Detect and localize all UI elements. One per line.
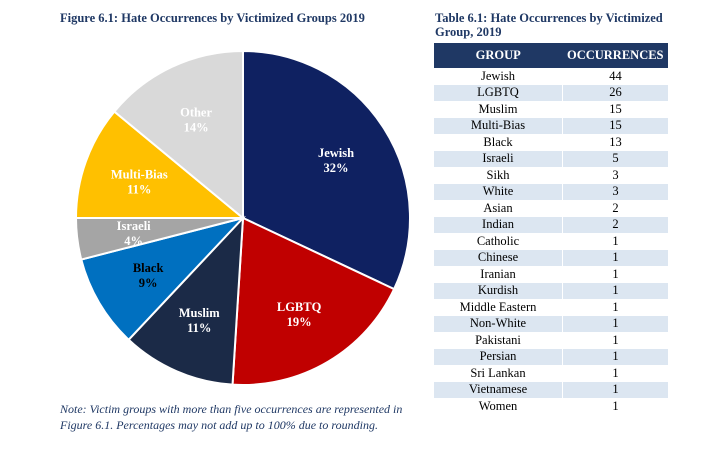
cell-occurrences: 1 <box>562 249 668 266</box>
cell-group: Muslim <box>434 101 563 118</box>
cell-occurrences: 1 <box>562 315 668 332</box>
table-header-row: GROUP OCCURRENCES <box>434 43 668 68</box>
cell-occurrences: 1 <box>612 365 619 380</box>
table-row: Pakistani 1 <box>434 332 668 349</box>
slice-label: Black 9% <box>133 261 164 290</box>
pie-chart: Jewish 32%LGBTQ 19%Muslim 11%Black 9%Israeli… <box>74 49 411 386</box>
table-row: White 3 <box>434 183 668 200</box>
cell-group: Pakistani <box>434 332 563 349</box>
table-row: Catholic 1 <box>434 233 668 250</box>
cell-occurrences: 5 <box>562 150 668 167</box>
slice-label: Israeli 4% <box>117 219 152 248</box>
slice-name-label: Jewish <box>318 146 354 160</box>
slice-name-label: Israeli <box>117 219 152 233</box>
cell-group: Jewish <box>434 68 563 85</box>
table-row: Muslim 15 <box>434 101 668 118</box>
cell-group: Sri Lankan <box>434 365 563 382</box>
cell-group: Middle Eastern <box>434 299 563 316</box>
cell-occurrences: 3 <box>612 167 619 182</box>
occurrences-table: GROUP OCCURRENCES Jewish 44 LGBTQ 26 Muslim 1… <box>434 43 668 415</box>
cell-occurrences: 1 <box>612 398 619 413</box>
pie-slice-multi-bias <box>74 110 246 219</box>
cell-group: Sikh <box>434 167 563 184</box>
slice-percent-label: 11% <box>127 183 151 197</box>
cell-occurrences: 1 <box>612 266 619 281</box>
table-row: Non-White 1 <box>434 315 668 332</box>
pie-slice-black <box>80 216 247 342</box>
cell-group: Indian <box>434 216 563 233</box>
slice-name-label: Black <box>133 261 164 275</box>
cell-group: LGBTQ <box>434 84 563 101</box>
cell-group: Catholic <box>434 233 563 250</box>
slice-label: LGBTQ 19% <box>277 300 322 329</box>
cell-group: Chinese <box>434 249 563 266</box>
cell-occurrences: 15 <box>609 101 622 116</box>
table-row: Sikh 3 <box>434 167 668 184</box>
table-row: Indian 2 <box>434 216 668 233</box>
slice-percent-label: 19% <box>287 315 312 329</box>
cell-occurrences: 44 <box>609 68 622 83</box>
slice-percent-label: 9% <box>139 276 158 290</box>
cell-occurrences: 26 <box>562 84 668 101</box>
slice-label: Muslim 11% <box>179 306 221 335</box>
figure-note: Note: Victim groups with more than five … <box>60 402 403 432</box>
table-row: Chinese 1 <box>434 249 668 266</box>
table-row: Israeli 5 <box>434 150 668 167</box>
cell-occurrences: 2 <box>562 216 668 233</box>
table-row: Iranian 1 <box>434 266 668 283</box>
table-row: Kurdish 1 <box>434 282 668 299</box>
cell-occurrences: 1 <box>562 381 668 398</box>
cell-group: Vietnamese <box>434 381 563 398</box>
cell-group: Multi-Bias <box>434 117 563 134</box>
slice-name-label: Muslim <box>179 306 221 320</box>
cell-occurrences: 2 <box>612 200 619 215</box>
pie-slice-muslim <box>127 215 245 386</box>
pie-slice-other <box>112 49 244 221</box>
slice-name-label: Other <box>180 105 212 119</box>
cell-occurrences: 13 <box>609 134 622 149</box>
cell-occurrences: 15 <box>562 117 668 134</box>
column-header-occurrences: OCCURRENCES <box>562 43 668 68</box>
slice-percent-label: 32% <box>324 161 349 175</box>
slice-label: Multi-Bias 11% <box>111 168 168 197</box>
cell-group: White <box>434 183 563 200</box>
table-row: Vietnamese 1 <box>434 381 668 398</box>
cell-occurrences: 1 <box>612 233 619 248</box>
slice-label: Jewish 32% <box>318 146 354 175</box>
cell-group: Non-White <box>434 315 563 332</box>
slice-label: Other 14% <box>180 105 212 134</box>
cell-occurrences: 3 <box>562 183 668 200</box>
cell-group: Kurdish <box>434 282 563 299</box>
table-row: Persian 1 <box>434 348 668 365</box>
table-row: Sri Lankan 1 <box>434 365 668 382</box>
table-row: Asian 2 <box>434 200 668 217</box>
table-row: Black 13 <box>434 134 668 151</box>
cell-occurrences: 1 <box>612 332 619 347</box>
table-title: Table 6.1: Hate Occurrences by Victimize… <box>435 11 663 39</box>
pie-slice-jewish <box>242 49 411 291</box>
figure-title: Figure 6.1: Hate Occurrences by Victimiz… <box>60 11 365 25</box>
cell-group: Iranian <box>434 266 563 283</box>
table-body: Jewish 44 LGBTQ 26 Muslim 15 Multi-Bias 15 Black… <box>434 68 668 415</box>
column-header-group: GROUP <box>434 43 563 68</box>
slice-percent-label: 4% <box>124 234 143 248</box>
table-row: Middle Eastern 1 <box>434 299 668 316</box>
table-row: Women 1 <box>434 398 668 415</box>
cell-group: Israeli <box>434 150 563 167</box>
cell-occurrences: 1 <box>562 282 668 299</box>
cell-occurrences: 1 <box>612 299 619 314</box>
table-row: Multi-Bias 15 <box>434 117 668 134</box>
slice-name-label: LGBTQ <box>277 300 322 314</box>
table-row: Jewish 44 <box>434 68 668 85</box>
cell-occurrences: 1 <box>562 348 668 365</box>
cell-group: Women <box>434 398 563 415</box>
slice-percent-label: 14% <box>184 120 209 134</box>
pie-slice-lgbtq <box>231 216 396 386</box>
cell-group: Asian <box>434 200 563 217</box>
slice-name-label: Multi-Bias <box>111 168 168 182</box>
slice-percent-label: 11% <box>187 321 211 335</box>
cell-group: Black <box>434 134 563 151</box>
cell-group: Persian <box>434 348 563 365</box>
table-row: LGBTQ 26 <box>434 84 668 101</box>
